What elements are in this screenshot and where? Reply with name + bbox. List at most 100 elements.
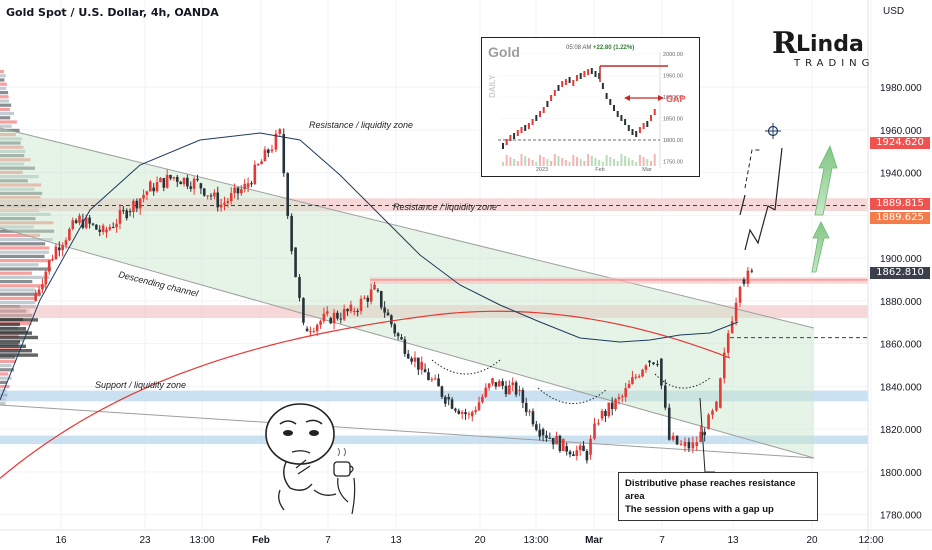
volume-profile-bar xyxy=(0,327,26,331)
inset-volume-bar xyxy=(579,159,582,166)
volume-profile-bar xyxy=(0,340,20,344)
volume-profile-bar xyxy=(0,212,51,216)
price-candle xyxy=(312,331,316,333)
volume-profile-bar xyxy=(0,263,39,267)
inset-volume-bar xyxy=(594,158,597,166)
time-tick-label: 20 xyxy=(474,535,486,546)
volume-profile-bar xyxy=(0,368,14,372)
volume-profile-bar xyxy=(0,91,9,95)
price-candle xyxy=(589,438,592,455)
volume-profile-bar xyxy=(0,353,38,357)
logo-name: Linda xyxy=(796,32,864,57)
liquidity-zones xyxy=(0,198,868,445)
inset-volume-bar xyxy=(590,156,593,166)
price-candle xyxy=(413,357,417,362)
volume-profile-bar xyxy=(0,259,52,263)
inset-volume-bar xyxy=(576,157,578,166)
price-candle xyxy=(695,442,699,447)
inset-chart: 2000.00 1950.00 1900.00 1850.00 1800.00 1750.… xyxy=(498,52,683,173)
inset-volume-bar xyxy=(616,161,619,166)
price-label-1889-815[interactable]: 1889.815 xyxy=(870,198,930,210)
price-candle xyxy=(607,402,611,417)
face-eye-left xyxy=(283,430,293,436)
price-candle xyxy=(578,445,582,451)
price-candle xyxy=(256,164,260,166)
inset-volume-bar xyxy=(635,162,638,166)
time-tick-label: Mar xyxy=(585,535,603,546)
liquidity-zone xyxy=(0,305,868,318)
inset-volume-bar xyxy=(624,156,627,166)
price-candle xyxy=(186,177,189,187)
price-candle xyxy=(430,379,434,381)
inset-volume-bar xyxy=(535,162,538,166)
price-candle xyxy=(711,410,714,415)
price-candle xyxy=(393,324,397,334)
price-candle xyxy=(524,402,528,413)
inset-volume-bar xyxy=(587,154,590,166)
volume-profile-bar xyxy=(0,238,53,242)
coffee-steam xyxy=(337,447,346,457)
price-candle xyxy=(352,310,356,312)
price-candle xyxy=(192,178,196,189)
linda-trading-logo: R Linda TRADING xyxy=(772,24,869,74)
volume-profile-bar xyxy=(0,364,12,368)
price-candle xyxy=(349,304,353,312)
price-label-1924[interactable]: 1924.620 xyxy=(870,137,930,149)
price-candle xyxy=(101,225,105,232)
price-candle xyxy=(169,175,172,179)
volume-profile-bar xyxy=(0,254,45,258)
volume-profile-bar xyxy=(0,242,46,246)
time-tick-label: 16 xyxy=(55,535,67,546)
inset-arrow-left xyxy=(624,95,630,101)
price-candle xyxy=(497,381,501,387)
price-candle xyxy=(723,352,726,379)
time-tick-label: 13 xyxy=(390,535,402,546)
inset-volume-bar xyxy=(527,158,530,166)
price-candle xyxy=(270,149,274,152)
inset-candle xyxy=(527,123,530,129)
volume-profile-bar xyxy=(0,246,50,250)
volume-profile-bar xyxy=(0,86,7,90)
price-candle xyxy=(37,289,41,294)
inset-volume-bar xyxy=(513,159,516,166)
inset-candle xyxy=(653,109,656,115)
time-tick-label: 12:00 xyxy=(858,535,883,546)
inset-volume-bar xyxy=(642,157,645,166)
inset-volume-bar xyxy=(516,161,519,166)
price-candle xyxy=(263,149,267,162)
inset-volume-bar xyxy=(505,155,508,166)
volume-profile-bar xyxy=(0,372,9,376)
inset-candle xyxy=(568,77,571,83)
time-tick-label: 7 xyxy=(659,535,665,546)
price-label-1889-625[interactable]: 1889.625 xyxy=(870,212,930,224)
price-candle xyxy=(305,328,309,332)
price-candle xyxy=(423,369,427,373)
price-candle xyxy=(585,451,589,461)
price-levels xyxy=(0,204,868,339)
price-candle xyxy=(406,353,410,359)
inset-candle xyxy=(609,99,612,105)
inset-volume-bar xyxy=(553,154,556,166)
projection-path-1 xyxy=(744,205,776,251)
inset-volume-bar xyxy=(601,162,604,166)
curve-bottom-2 xyxy=(537,387,607,404)
projection-path-3 xyxy=(744,149,760,189)
price-candle xyxy=(719,378,722,408)
volume-profile-bar xyxy=(0,229,55,233)
channel-fill xyxy=(0,128,814,458)
moving-average-slow xyxy=(0,310,731,479)
price-candle xyxy=(400,337,403,340)
volume-profile-bar xyxy=(0,170,23,174)
price-candle xyxy=(420,361,424,370)
price-candle xyxy=(660,358,663,386)
price-candle xyxy=(541,429,545,436)
inset-volume-bar xyxy=(561,158,564,166)
price-candle xyxy=(742,279,746,284)
price-candle xyxy=(582,445,585,452)
price-candle xyxy=(572,454,575,456)
volume-profile-bar xyxy=(0,141,21,145)
price-label-1862[interactable]: 1862.810 xyxy=(870,267,930,279)
price-candle xyxy=(624,388,627,398)
price-candle xyxy=(683,441,687,447)
